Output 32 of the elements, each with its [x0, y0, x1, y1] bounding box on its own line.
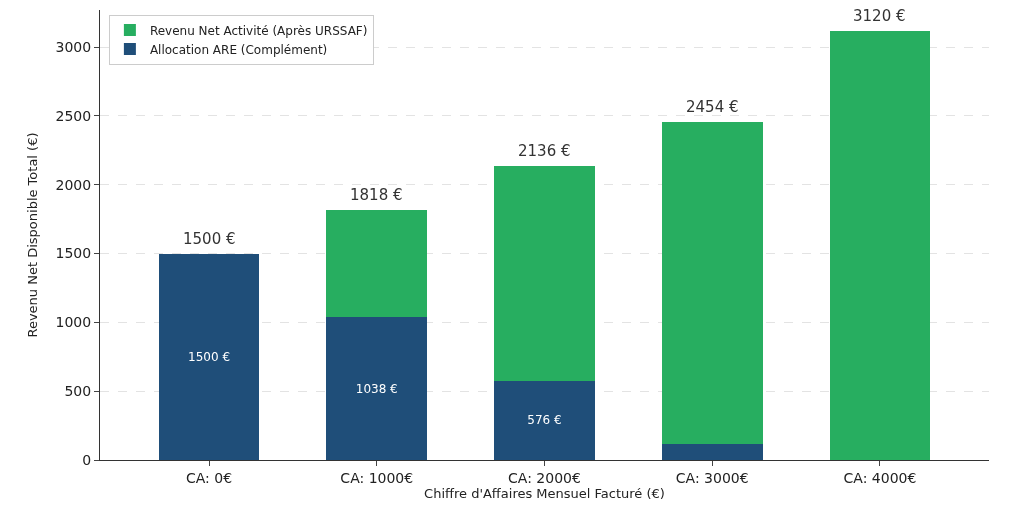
y-axis-title: Revenu Net Disponible Total (€) [24, 132, 40, 338]
y-tick-label: 3000 [55, 39, 92, 56]
total-label: 3120 € [853, 7, 906, 25]
total-label: 1818 € [350, 186, 403, 204]
data-label: 1038 € [355, 381, 398, 396]
total-label: 2454 € [686, 98, 739, 116]
legend-label: Allocation ARE (Complément) [149, 42, 328, 57]
y-tick-label: 1000 [55, 314, 92, 331]
x-tick-label: CA: 2000€ [508, 469, 581, 486]
x-axis-title: Chiffre d'Affaires Mensuel Facturé (€) [424, 486, 665, 502]
data-label: 576 € [527, 413, 562, 428]
bar [326, 317, 428, 460]
x-tick-label: CA: 4000€ [843, 469, 917, 486]
bar [661, 122, 763, 445]
total-label: 2136 € [518, 142, 571, 160]
bar [494, 166, 595, 381]
bar [829, 30, 931, 460]
bar [661, 444, 763, 460]
bar [494, 380, 595, 460]
y-tick-label: 0 [82, 451, 92, 468]
x-tick-label: CA: 1000€ [340, 469, 414, 486]
y-tick-label: 2500 [55, 107, 92, 124]
data-label: 1500 € [188, 349, 231, 364]
x-tick-label: CA: 0€ [185, 469, 233, 486]
x-tick-label: CA: 3000€ [675, 469, 749, 486]
bar [326, 209, 428, 318]
legend-label: Revenu Net Activité (Après URSSAF) [149, 23, 368, 38]
y-tick-label: 500 [64, 383, 92, 400]
total-label: 1500 € [183, 230, 236, 248]
bar [158, 253, 260, 460]
y-tick-label: 2000 [55, 176, 92, 193]
y-tick-label: 1500 [55, 245, 92, 262]
